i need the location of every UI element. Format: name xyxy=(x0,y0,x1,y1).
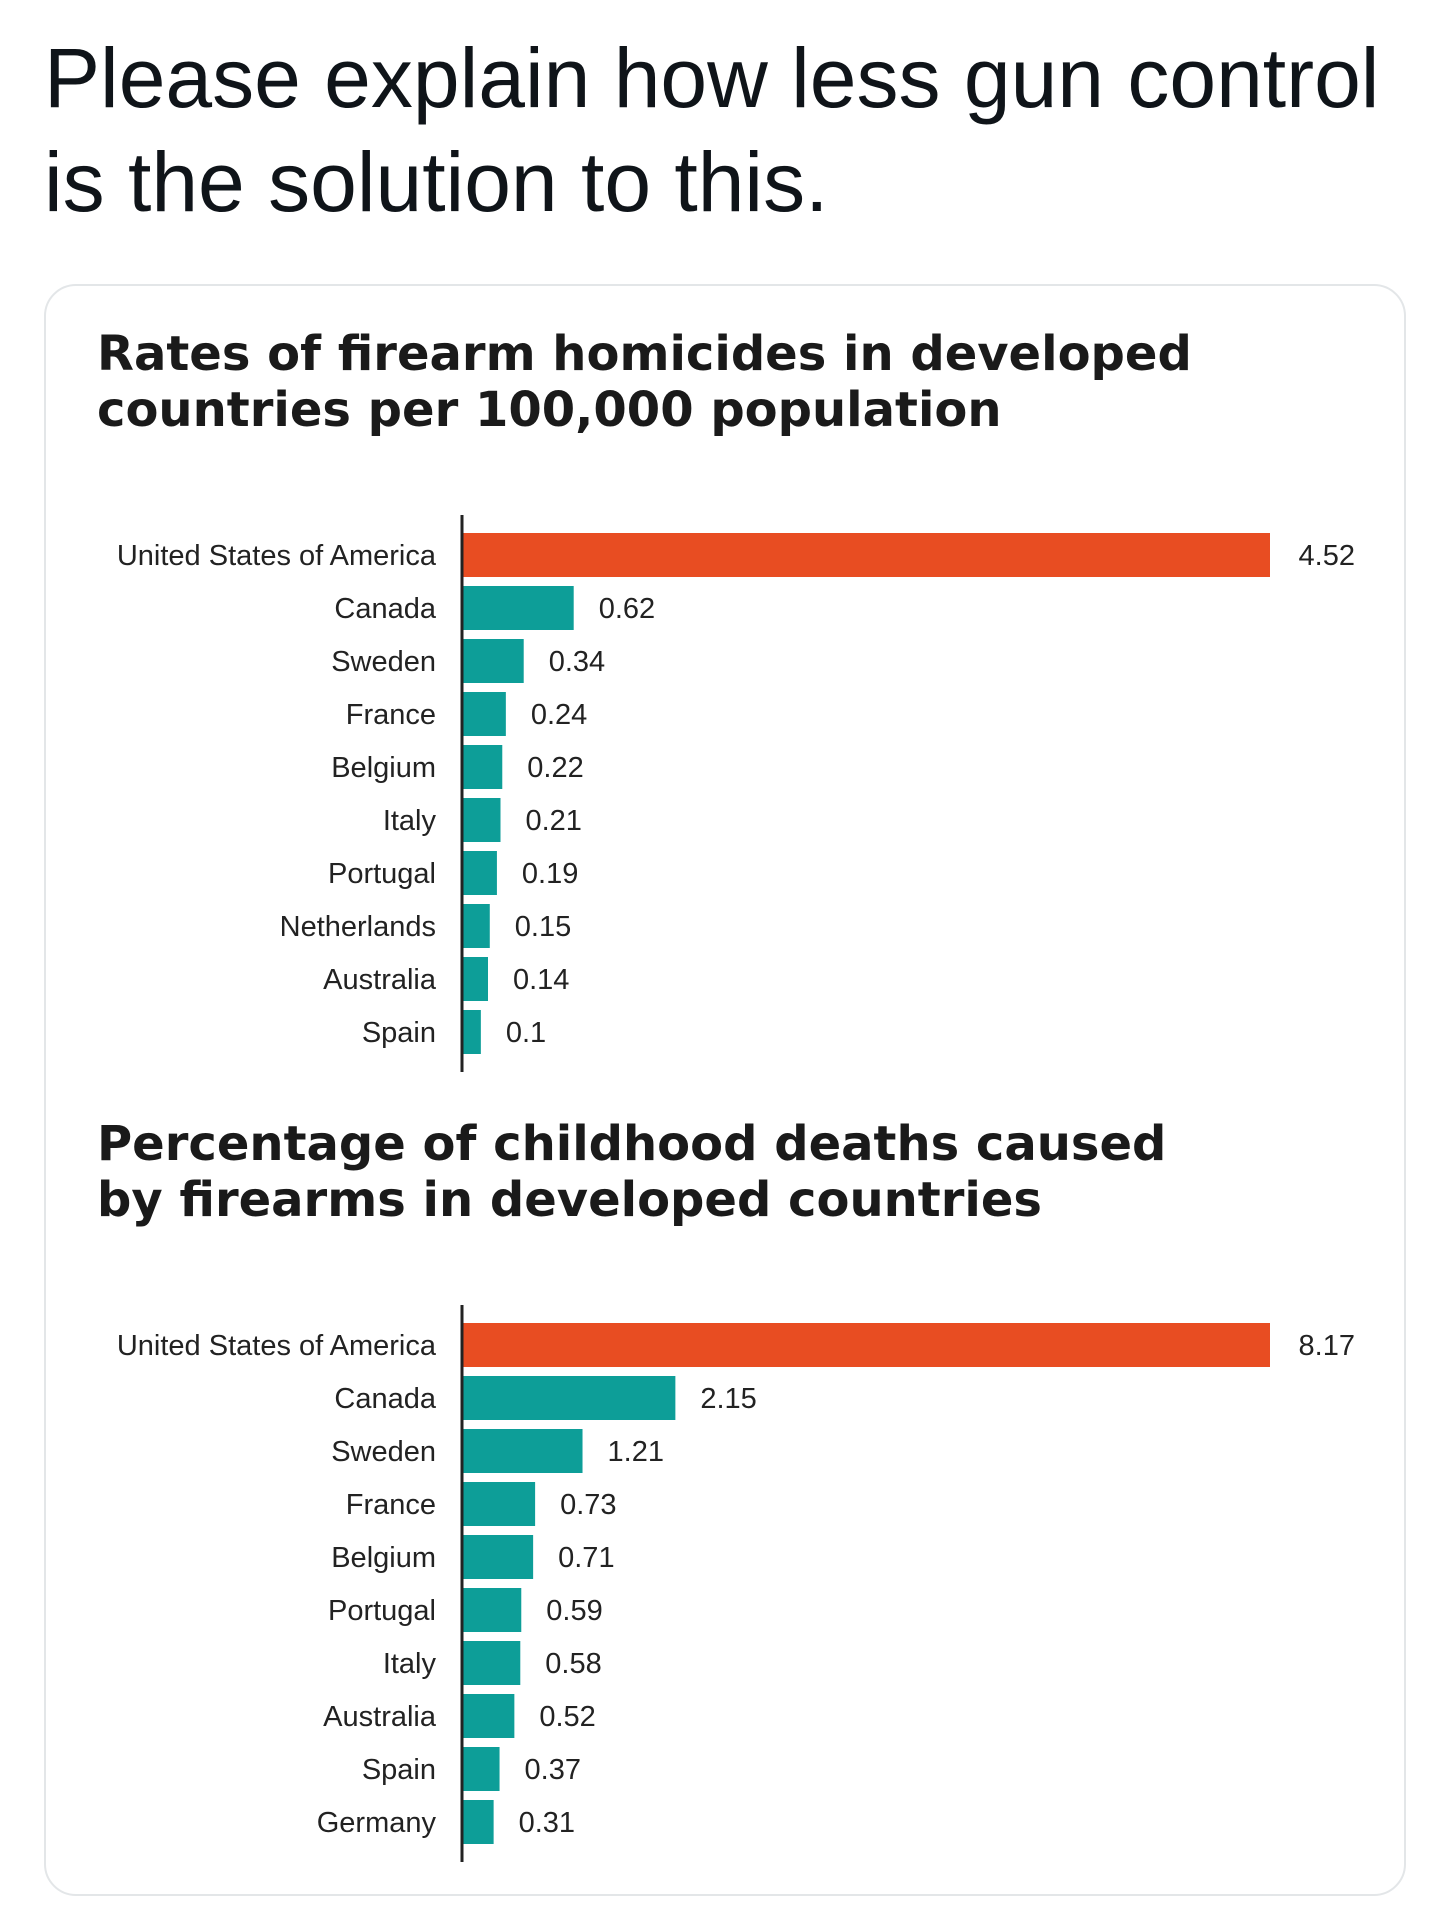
value-label: 0.19 xyxy=(522,858,578,890)
bar-portugal xyxy=(463,851,497,895)
category-label: France xyxy=(346,1489,436,1521)
category-label: Italy xyxy=(383,805,437,837)
bar-belgium xyxy=(463,1535,534,1579)
value-label: 0.59 xyxy=(546,1595,602,1627)
bar-italy xyxy=(463,798,501,842)
value-label: 0.14 xyxy=(513,964,569,996)
bar-belgium xyxy=(463,745,503,789)
bar-canada xyxy=(463,1376,676,1420)
value-label: 0.37 xyxy=(525,1754,581,1786)
category-label: Spain xyxy=(362,1017,436,1049)
category-label: France xyxy=(346,699,436,731)
chart-title-line: by firearms in developed countries xyxy=(97,1172,1042,1228)
value-label: 0.15 xyxy=(515,911,571,943)
bar-australia xyxy=(463,1694,515,1738)
tweet-text-line-1: Please explain how less gun control xyxy=(44,31,1380,125)
value-label: 8.17 xyxy=(1299,1330,1355,1362)
value-label: 0.34 xyxy=(549,646,605,678)
homicide-rates-bar-chart: United States of America 4.52 Canada 0.62 Sw… xyxy=(117,515,1355,1072)
chart-title-homicide-rates: Rates of firearm homicides in developed … xyxy=(97,326,1297,438)
bar-france xyxy=(463,1482,536,1526)
category-label: Spain xyxy=(362,1754,436,1786)
category-label: Australia xyxy=(323,1701,437,1733)
value-label: 0.73 xyxy=(560,1489,616,1521)
category-label: Italy xyxy=(383,1648,437,1680)
bar-germany xyxy=(463,1800,494,1844)
value-label: 0.71 xyxy=(558,1542,614,1574)
category-label: Sweden xyxy=(331,1436,436,1468)
value-label: 0.24 xyxy=(531,699,587,731)
value-label: 0.52 xyxy=(539,1701,595,1733)
bar-sweden xyxy=(463,1429,583,1473)
bar-canada xyxy=(463,586,574,630)
chart-title-line: Percentage of childhood deaths caused xyxy=(97,1116,1167,1172)
category-label: Germany xyxy=(317,1807,437,1839)
bar-italy xyxy=(463,1641,521,1685)
category-label: Belgium xyxy=(331,1542,436,1574)
childhood-deaths-bar-chart: United States of America 8.17 Canada 2.15 Sw… xyxy=(117,1305,1355,1862)
value-label: 0.62 xyxy=(599,593,655,625)
value-label: 0.58 xyxy=(545,1648,601,1680)
value-label: 0.21 xyxy=(525,805,581,837)
chart-title-childhood-deaths: Percentage of childhood deaths caused by… xyxy=(97,1116,1297,1228)
category-label: Canada xyxy=(334,593,436,625)
chart-title-line: countries per 100,000 population xyxy=(97,382,1002,438)
bar-spain xyxy=(463,1010,481,1054)
bar-united-states-of-america xyxy=(463,1323,1270,1367)
value-label: 1.21 xyxy=(608,1436,664,1468)
bar-sweden xyxy=(463,639,524,683)
chart-title-line: Rates of firearm homicides in developed xyxy=(97,326,1192,382)
value-label: 4.52 xyxy=(1299,540,1355,572)
category-label: Canada xyxy=(334,1383,436,1415)
category-label: Portugal xyxy=(328,858,436,890)
bar-france xyxy=(463,692,506,736)
value-label: 0.31 xyxy=(519,1807,575,1839)
category-label: Netherlands xyxy=(280,911,436,943)
category-label: United States of America xyxy=(117,540,437,572)
bar-spain xyxy=(463,1747,500,1791)
value-label: 0.1 xyxy=(506,1017,546,1049)
category-label: Portugal xyxy=(328,1595,436,1627)
bar-portugal xyxy=(463,1588,522,1632)
category-label: Sweden xyxy=(331,646,436,678)
category-label: Australia xyxy=(323,964,437,996)
bar-netherlands xyxy=(463,904,490,948)
value-label: 2.15 xyxy=(700,1383,756,1415)
tweet-text-line-2: is the solution to this. xyxy=(44,135,829,229)
value-label: 0.22 xyxy=(527,752,583,784)
tweet-text: Please explain how less gun control is t… xyxy=(44,26,1404,234)
category-label: United States of America xyxy=(117,1330,437,1362)
bar-australia xyxy=(463,957,488,1001)
category-label: Belgium xyxy=(331,752,436,784)
bar-united-states-of-america xyxy=(463,533,1270,577)
